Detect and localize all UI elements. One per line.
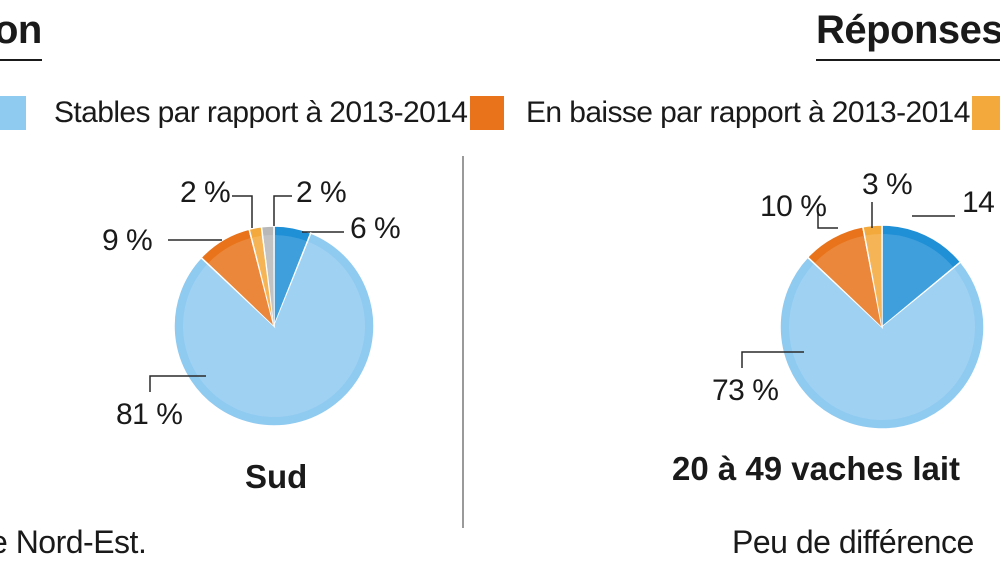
slice-label: 9 % bbox=[102, 224, 152, 257]
legend-label-baisse: En baisse par rapport à 2013-2014 bbox=[526, 96, 970, 129]
pie-title-right: 20 à 49 vaches lait bbox=[672, 450, 961, 487]
caption-right: Peu de différence bbox=[732, 524, 974, 560]
slice-label: 2 % bbox=[296, 176, 346, 209]
legend-swatch-hausse bbox=[972, 96, 1000, 130]
slice-label: 81 % bbox=[116, 398, 182, 431]
pie-slice-highlight bbox=[208, 238, 274, 326]
pie-slice-highlight bbox=[263, 235, 274, 326]
pie-slice-highlight bbox=[814, 235, 882, 327]
leader-line bbox=[273, 195, 292, 226]
section-heading-left: on bbox=[0, 8, 42, 61]
pie-chart-sud: 6 % 81 % 9 % 2 % 2 % bbox=[102, 176, 401, 431]
pie-slice-highlight bbox=[182, 241, 365, 418]
legend-swatch-baisse bbox=[470, 96, 504, 130]
slice-label: 6 % bbox=[350, 212, 400, 245]
pie-slice-highlight bbox=[252, 235, 274, 326]
slice-label: 10 % bbox=[760, 190, 826, 223]
column-divider bbox=[462, 156, 464, 528]
section-heading-right: Réponses bbox=[816, 8, 1000, 61]
pie-slice-highlight bbox=[274, 235, 307, 326]
slice-label: 2 % bbox=[180, 176, 230, 209]
leader-line bbox=[149, 375, 206, 392]
slice-label: 3 % bbox=[862, 168, 912, 201]
leader-line bbox=[232, 195, 253, 228]
caption-left: e Nord-Est. bbox=[0, 524, 147, 560]
slice-label: 14 bbox=[962, 186, 994, 219]
leader-line bbox=[741, 351, 804, 368]
pie-slice-highlight bbox=[788, 264, 975, 420]
pie-chart-vaches: 14 73 % 10 % 3 % bbox=[712, 168, 995, 430]
legend-label-stables: Stables par rapport à 2013-2014 bbox=[54, 96, 468, 129]
pie-slice-highlight bbox=[865, 234, 882, 327]
pie-slice-highlight bbox=[882, 234, 954, 327]
legend-swatch-stables bbox=[0, 96, 26, 130]
pie-title-left: Sud bbox=[245, 458, 308, 495]
leader-line bbox=[817, 212, 838, 229]
slice-label: 73 % bbox=[712, 374, 778, 407]
